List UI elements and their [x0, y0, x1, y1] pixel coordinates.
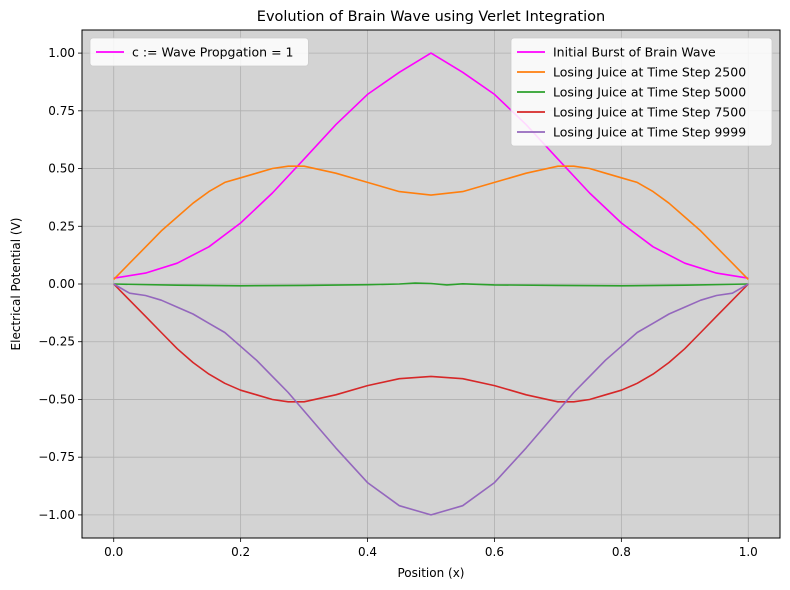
x-tick-label: 1.0 — [739, 545, 758, 559]
x-tick-label: 0.6 — [485, 545, 504, 559]
legend-upper-left: c := Wave Propgation = 1 — [89, 37, 309, 67]
y-tick-label: −0.25 — [38, 335, 75, 349]
legend-box — [510, 37, 773, 147]
y-tick-label: −0.75 — [38, 450, 75, 464]
x-tick-label: 0.4 — [358, 545, 377, 559]
y-tick-label: −0.50 — [38, 392, 75, 406]
x-axis-label: Position (x) — [397, 566, 464, 580]
legend-box — [89, 37, 309, 67]
y-tick-label: 0.00 — [48, 277, 75, 291]
legend-label: Losing Juice at Time Step 7500 — [553, 105, 746, 120]
series-lines — [113, 52, 749, 516]
series-line — [113, 52, 749, 279]
x-tick-label: 0.0 — [104, 545, 123, 559]
y-tick-label: 0.50 — [48, 162, 75, 176]
series-line — [113, 282, 749, 287]
legend-label: Initial Burst of Brain Wave — [553, 45, 716, 60]
y-tick-label: 0.75 — [48, 104, 75, 118]
series-line — [113, 283, 749, 516]
series-line — [113, 283, 749, 403]
legend-label: Losing Juice at Time Step 9999 — [553, 125, 746, 140]
legend-label: Losing Juice at Time Step 5000 — [553, 85, 746, 100]
y-tick-label: −1.00 — [38, 508, 75, 522]
series-line — [113, 165, 749, 280]
x-tick-label: 0.8 — [612, 545, 631, 559]
legend-label: Losing Juice at Time Step 2500 — [553, 65, 746, 80]
y-tick-label: 1.00 — [48, 46, 75, 60]
chart-title: Evolution of Brain Wave using Verlet Int… — [257, 9, 605, 25]
y-axis-label: Electrical Potential (V) — [9, 218, 23, 351]
x-tick-label: 0.2 — [231, 545, 250, 559]
legend-label: c := Wave Propgation = 1 — [132, 45, 293, 60]
axis-ticks: 0.0 0.2 0.4 0.6 0.8 1.0 −1.00 −0.75 −0.50 −0.25 0.… — [38, 46, 758, 559]
y-tick-label: 0.25 — [48, 219, 75, 233]
legend-upper-right: Initial Burst of Brain Wave Losing Juice … — [510, 37, 773, 147]
